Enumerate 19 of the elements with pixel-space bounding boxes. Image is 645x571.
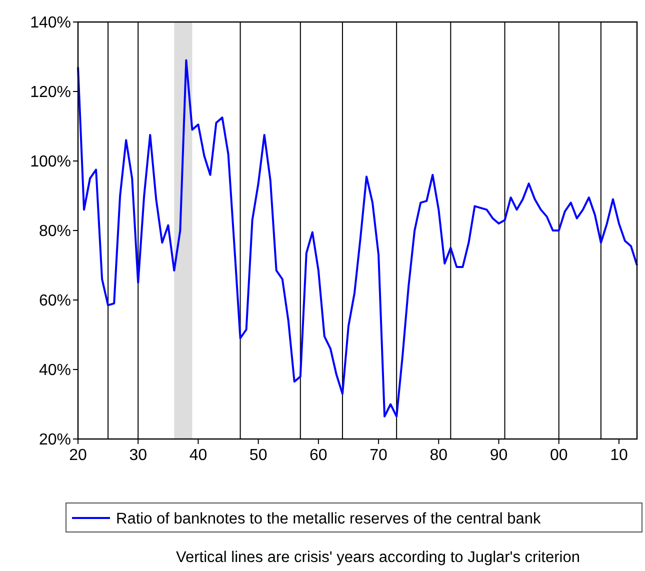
- y-tick-label: 40%: [38, 362, 71, 380]
- x-tick-label: 80: [430, 447, 448, 464]
- x-tick-label: 60: [310, 447, 328, 464]
- y-tick-label: 120%: [30, 84, 71, 102]
- x-tick-label: 10: [610, 447, 628, 464]
- x-tick-label: 50: [249, 447, 268, 464]
- x-tick-label: 20: [69, 447, 87, 464]
- legend-label: Ratio of banknotes to the metallic reserves of the central bank: [116, 510, 542, 528]
- x-tick-label: 40: [189, 447, 208, 464]
- y-tick-label: 60%: [38, 292, 71, 310]
- y-tick-label: 140%: [30, 14, 71, 32]
- x-tick-label: 90: [490, 447, 508, 464]
- y-tick-label: 80%: [38, 223, 71, 240]
- y-tick-label: 100%: [30, 154, 71, 171]
- x-tick-label: 00: [550, 447, 568, 464]
- x-tick-label: 30: [129, 447, 148, 464]
- text: Vertical lines are crisis' years according to Juglar's criterion: [176, 549, 580, 566]
- x-tick-label: 70: [370, 447, 388, 464]
- y-tick-label: 20%: [38, 432, 71, 449]
